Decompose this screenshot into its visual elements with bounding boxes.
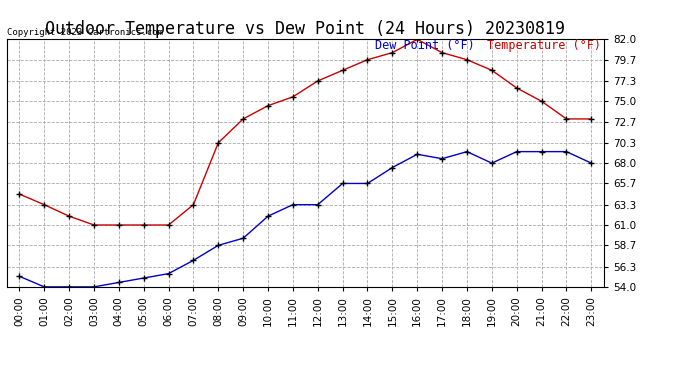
Legend: Dew Point (°F), Temperature (°F): Dew Point (°F), Temperature (°F) — [368, 39, 602, 52]
Title: Outdoor Temperature vs Dew Point (24 Hours) 20230819: Outdoor Temperature vs Dew Point (24 Hou… — [46, 20, 565, 38]
Text: Copyright 2023 Cartronics.com: Copyright 2023 Cartronics.com — [7, 28, 163, 37]
